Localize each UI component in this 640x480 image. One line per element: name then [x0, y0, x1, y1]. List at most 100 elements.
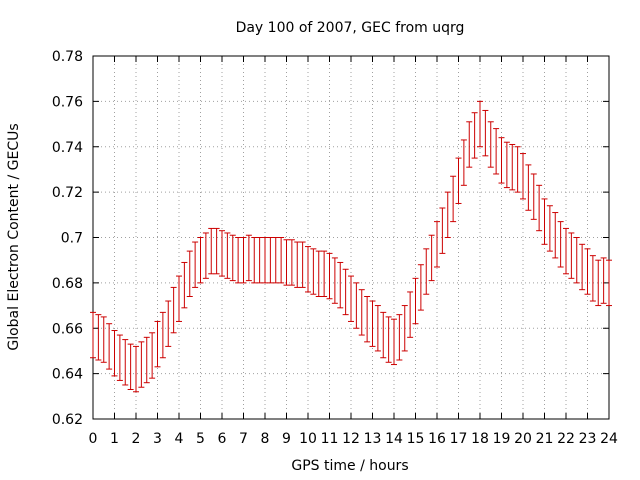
error-bar — [509, 143, 516, 191]
error-bar — [552, 212, 559, 259]
error-bar — [235, 237, 242, 284]
error-bar — [111, 330, 118, 377]
error-bar — [256, 237, 263, 284]
error-bar — [412, 277, 419, 325]
error-bar — [219, 230, 225, 277]
error-bar — [353, 282, 360, 329]
error-bar — [374, 305, 381, 352]
error-bar — [208, 227, 215, 275]
error-bar — [202, 232, 209, 279]
chart-title: Day 100 of 2007, GEC from uqrg — [236, 20, 465, 36]
error-bar — [138, 341, 145, 388]
y-axis-label: Global Electron Content / GECUs — [6, 123, 22, 350]
error-bars — [90, 100, 612, 393]
error-bar — [337, 261, 344, 309]
error-bar — [385, 316, 392, 363]
y-tick-label: 0.68 — [52, 276, 83, 292]
x-tick-label: 12 — [342, 431, 360, 447]
error-bar — [95, 314, 102, 361]
y-tick-label: 0.7 — [61, 231, 83, 247]
error-bar — [213, 227, 220, 275]
x-tick-label: 11 — [321, 431, 339, 447]
x-tick-label: 16 — [428, 431, 446, 447]
error-bar — [181, 261, 188, 309]
error-bar — [434, 221, 440, 268]
error-bar — [283, 239, 290, 286]
error-bar — [541, 198, 548, 245]
error-bar — [165, 300, 172, 347]
error-bar — [224, 232, 231, 279]
error-bar — [595, 259, 602, 307]
x-tick-label: 0 — [89, 431, 98, 447]
error-bar — [229, 234, 236, 282]
error-bar — [407, 291, 414, 338]
error-bar — [364, 295, 371, 343]
x-tick-label: 15 — [407, 431, 425, 447]
error-bar — [116, 334, 123, 381]
y-tick-label: 0.64 — [52, 367, 83, 383]
x-tick-label: 19 — [493, 431, 511, 447]
error-bar — [477, 100, 483, 148]
x-tick-label: 4 — [175, 431, 184, 447]
error-bar — [482, 109, 489, 157]
error-bar — [455, 157, 462, 204]
error-bar — [143, 336, 150, 384]
error-bar — [525, 164, 532, 211]
x-tick-label: 5 — [196, 431, 205, 447]
y-tick-labels: 0.62 0.64 0.66 0.68 0.7 0.72 0.74 0.76 0.78 — [52, 49, 83, 428]
x-tick-label: 22 — [557, 431, 575, 447]
error-bar — [573, 237, 580, 284]
y-tick-label: 0.74 — [52, 140, 83, 156]
error-bar — [106, 323, 113, 370]
grid-lines — [93, 56, 609, 419]
error-bar — [530, 173, 537, 220]
error-bar — [358, 289, 365, 336]
error-bar — [417, 264, 424, 311]
error-bar — [272, 237, 279, 284]
error-bar — [450, 175, 457, 223]
error-bar — [326, 252, 333, 300]
error-bar — [240, 237, 247, 284]
error-bar — [127, 343, 134, 391]
error-bar — [299, 241, 306, 288]
error-bar — [245, 234, 252, 282]
error-bar — [380, 311, 387, 359]
error-bar — [520, 153, 526, 200]
x-tick-label: 24 — [600, 431, 618, 447]
error-bar — [514, 146, 521, 193]
y-tick-label: 0.76 — [52, 94, 83, 110]
x-tick-label: 17 — [450, 431, 468, 447]
x-tick-label: 8 — [261, 431, 270, 447]
error-bar — [154, 320, 161, 368]
y-tick-label: 0.66 — [52, 321, 83, 337]
error-bar — [133, 345, 139, 393]
error-bar — [197, 237, 204, 284]
error-bar — [186, 250, 193, 297]
error-bar — [444, 191, 451, 238]
error-bar — [90, 311, 96, 359]
axis-ticks — [92, 55, 610, 420]
x-tick-label: 3 — [153, 431, 162, 447]
error-bar — [503, 141, 510, 189]
x-tick-label: 20 — [514, 431, 532, 447]
error-bar — [348, 275, 354, 322]
error-bar — [294, 241, 301, 288]
x-tick-label: 10 — [299, 431, 317, 447]
x-tick-label: 23 — [579, 431, 597, 447]
error-bar — [159, 311, 166, 359]
error-bar — [391, 318, 397, 366]
x-tick-label: 21 — [536, 431, 554, 447]
error-bar — [288, 239, 295, 286]
x-tick-labels: 0 1 2 3 4 5 6 7 8 9 10 11 12 13 14 15 16 17 18 19 20 21 22 23 24 — [89, 431, 618, 447]
error-bar — [321, 250, 328, 297]
error-bar — [251, 237, 258, 284]
error-bar — [471, 112, 478, 159]
error-bar — [428, 234, 435, 282]
error-bar — [546, 205, 553, 252]
error-bar — [439, 207, 446, 254]
y-tick-label: 0.72 — [52, 185, 83, 201]
error-bar — [176, 275, 182, 322]
error-bar — [342, 268, 349, 316]
y-tick-label: 0.78 — [52, 49, 83, 65]
